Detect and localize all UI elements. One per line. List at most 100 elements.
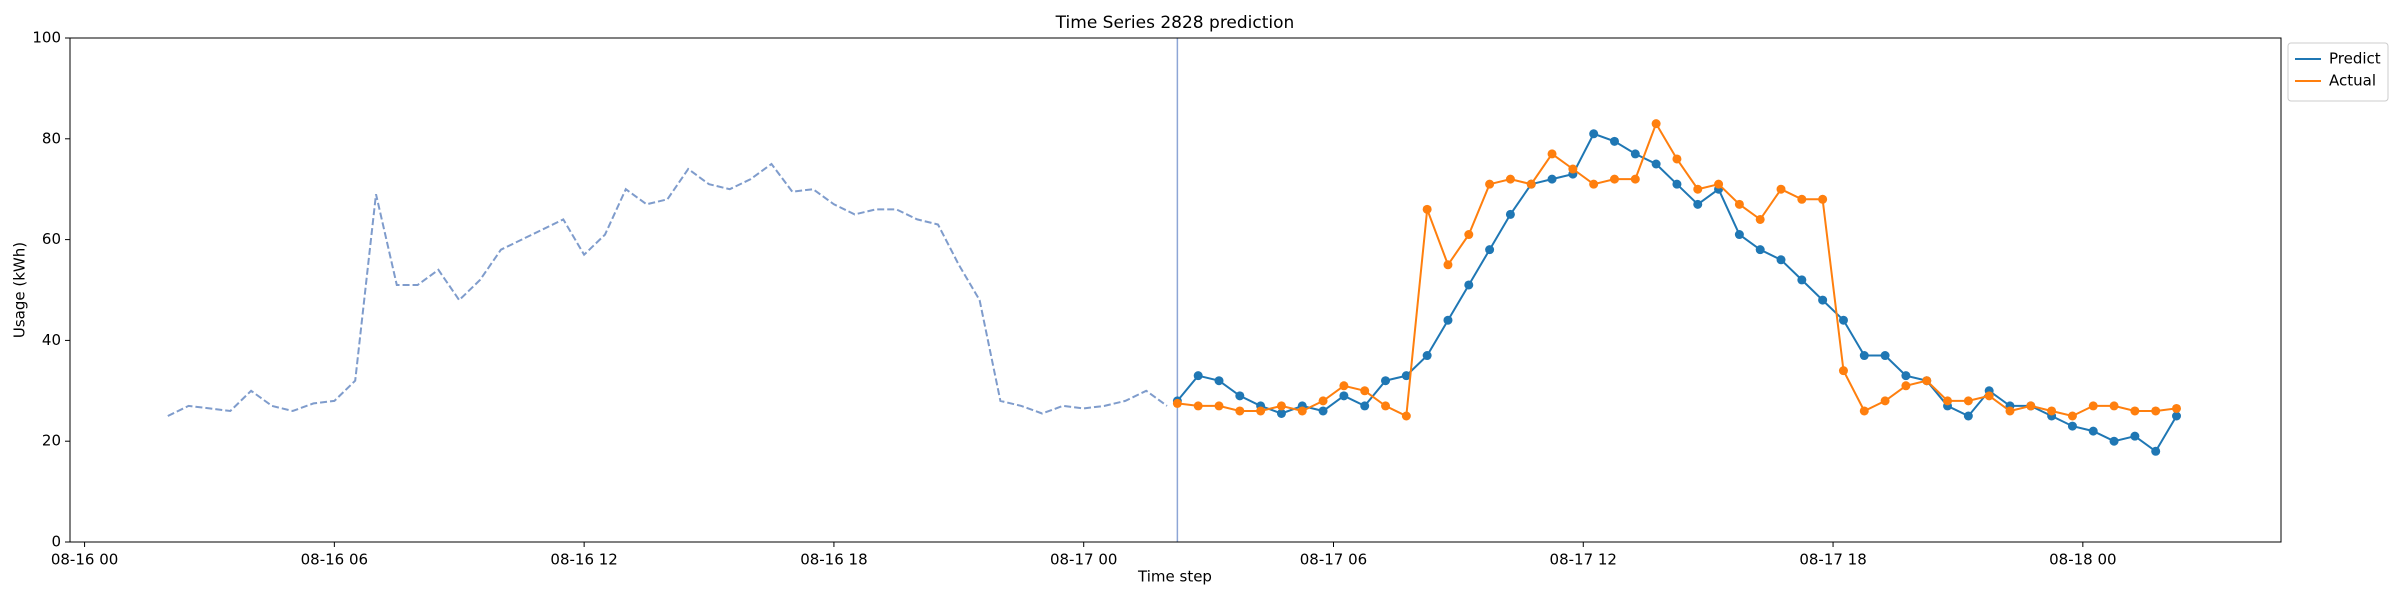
chart-title: Time Series 2828 prediction [1055,13,1295,33]
x-axis-label: Time step [1137,568,1212,586]
marker [1485,179,1495,189]
marker [1651,159,1661,169]
marker [2088,426,2098,436]
marker [2130,431,2140,441]
marker [2047,406,2057,416]
x-tick-label: 08-17 06 [1300,551,1367,569]
marker [1422,204,1432,214]
y-tick-label: 40 [42,331,61,349]
marker [1422,351,1432,361]
marker [2067,411,2077,421]
marker [1214,376,1224,386]
marker [2026,401,2036,411]
marker [1443,315,1453,325]
marker [1547,174,1557,184]
marker [1360,401,1370,411]
marker [1235,406,1245,416]
marker [2151,446,2161,456]
marker [1755,245,1765,255]
marker [1963,411,1973,421]
legend-box [2287,42,2389,102]
marker [1193,371,1203,381]
marker [1443,260,1453,270]
marker [1276,408,1286,418]
marker [1630,174,1640,184]
marker [1984,391,1994,401]
y-axis-label: Usage (kWh) [11,242,29,338]
legend-label: Actual [2329,72,2376,90]
marker [1734,199,1744,209]
marker [1339,381,1349,391]
marker [1818,295,1828,305]
series-line [1177,121,2177,418]
marker [1693,199,1703,209]
marker [1318,406,1328,416]
marker [1818,194,1828,204]
marker [1776,184,1786,194]
marker [1943,396,1953,406]
marker [1880,396,1890,406]
marker [1297,406,1307,416]
marker [1256,406,1266,416]
marker [2109,401,2119,411]
marker [1464,280,1474,290]
y-tick-label: 0 [51,533,61,551]
marker [1589,179,1599,189]
marker [2109,436,2119,446]
marker [1922,376,1932,386]
marker [1381,401,1391,411]
x-tick-label: 08-16 00 [51,551,118,569]
marker [1193,401,1203,411]
marker [2088,401,2098,411]
marker [1901,371,1911,381]
marker [1776,255,1786,265]
marker [1589,129,1599,139]
marker [1276,401,1286,411]
marker [1172,398,1182,408]
marker [1755,214,1765,224]
marker [1672,179,1682,189]
marker [2130,406,2140,416]
marker [1859,406,1869,416]
x-tick-label: 08-17 18 [1799,551,1866,569]
marker [1630,149,1640,159]
x-tick-label: 08-16 12 [550,551,617,569]
y-tick-label: 20 [42,432,61,450]
marker [1797,275,1807,285]
series-line [167,162,1168,417]
marker [1714,179,1724,189]
marker [1464,230,1474,240]
marker [2151,406,2161,416]
marker [1609,136,1619,146]
marker [1963,396,1973,406]
y-tick-label: 100 [32,29,61,47]
marker [1734,230,1744,240]
legend-label: Predict [2329,50,2381,68]
marker [1381,376,1391,386]
marker [1318,396,1328,406]
marker [1214,401,1224,411]
marker [1693,184,1703,194]
x-tick-label: 08-18 00 [2049,551,2116,569]
marker [1401,371,1411,381]
marker [1526,179,1536,189]
x-tick-label: 08-16 18 [800,551,867,569]
marker [1360,386,1370,396]
marker [1235,391,1245,401]
marker [2067,421,2077,431]
marker [1838,366,1848,376]
marker [1880,351,1890,361]
marker [2172,403,2182,413]
plot-frame [69,37,2282,543]
marker [1859,351,1869,361]
marker [1485,245,1495,255]
marker [1505,209,1515,219]
marker [1401,411,1411,421]
marker [1505,174,1515,184]
x-tick-label: 08-17 00 [1050,551,1117,569]
marker [1339,391,1349,401]
x-tick-label: 08-16 06 [301,551,368,569]
marker [1547,149,1557,159]
